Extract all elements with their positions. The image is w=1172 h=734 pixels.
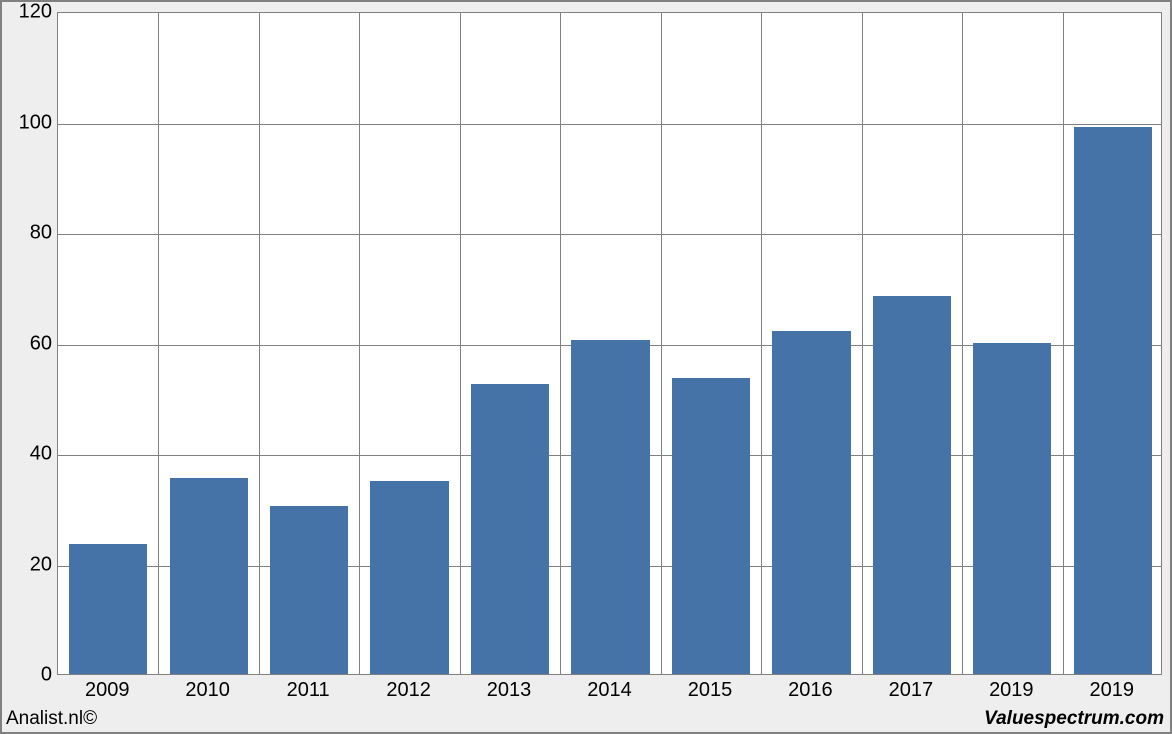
gridline-vertical	[761, 13, 762, 674]
x-tick-label: 2010	[185, 679, 230, 702]
gridline-vertical	[259, 13, 260, 674]
footer-right-text: Valuespectrum.com	[984, 708, 1164, 730]
gridline-vertical	[460, 13, 461, 674]
bar	[1074, 127, 1152, 674]
x-tick-label: 2014	[587, 679, 632, 702]
bar	[69, 544, 147, 674]
y-tick-label: 20	[12, 553, 52, 576]
x-tick-label: 2013	[487, 679, 532, 702]
y-tick-label: 0	[12, 664, 52, 687]
x-tick-label: 2019	[1090, 679, 1135, 702]
plot-area	[57, 12, 1162, 675]
x-tick-label: 2017	[889, 679, 934, 702]
x-tick-label: 2019	[989, 679, 1034, 702]
y-tick-label: 60	[12, 332, 52, 355]
gridline-horizontal	[58, 124, 1161, 125]
bar	[772, 331, 850, 674]
footer-left-text: Analist.nl©	[6, 708, 97, 730]
x-tick-label: 2009	[85, 679, 130, 702]
bar	[672, 378, 750, 674]
x-tick-label: 2011	[287, 679, 330, 702]
gridline-horizontal	[58, 234, 1161, 235]
bar	[370, 481, 448, 674]
gridline-vertical	[359, 13, 360, 674]
gridline-vertical	[560, 13, 561, 674]
y-tick-label: 120	[12, 1, 52, 24]
bar	[873, 296, 951, 674]
y-tick-label: 40	[12, 443, 52, 466]
bar	[571, 340, 649, 674]
x-tick-label: 2012	[386, 679, 431, 702]
gridline-vertical	[862, 13, 863, 674]
y-tick-label: 100	[12, 111, 52, 134]
x-tick-label: 2015	[688, 679, 733, 702]
gridline-vertical	[1063, 13, 1064, 674]
chart-frame: Analist.nl© Valuespectrum.com 0 20 40 60 80 1…	[0, 0, 1172, 734]
bar	[270, 506, 348, 675]
y-tick-label: 80	[12, 222, 52, 245]
gridline-vertical	[158, 13, 159, 674]
gridline-vertical	[962, 13, 963, 674]
bar	[471, 384, 549, 674]
bar	[170, 478, 248, 674]
bar	[973, 343, 1051, 675]
x-tick-label: 2016	[788, 679, 833, 702]
gridline-vertical	[661, 13, 662, 674]
